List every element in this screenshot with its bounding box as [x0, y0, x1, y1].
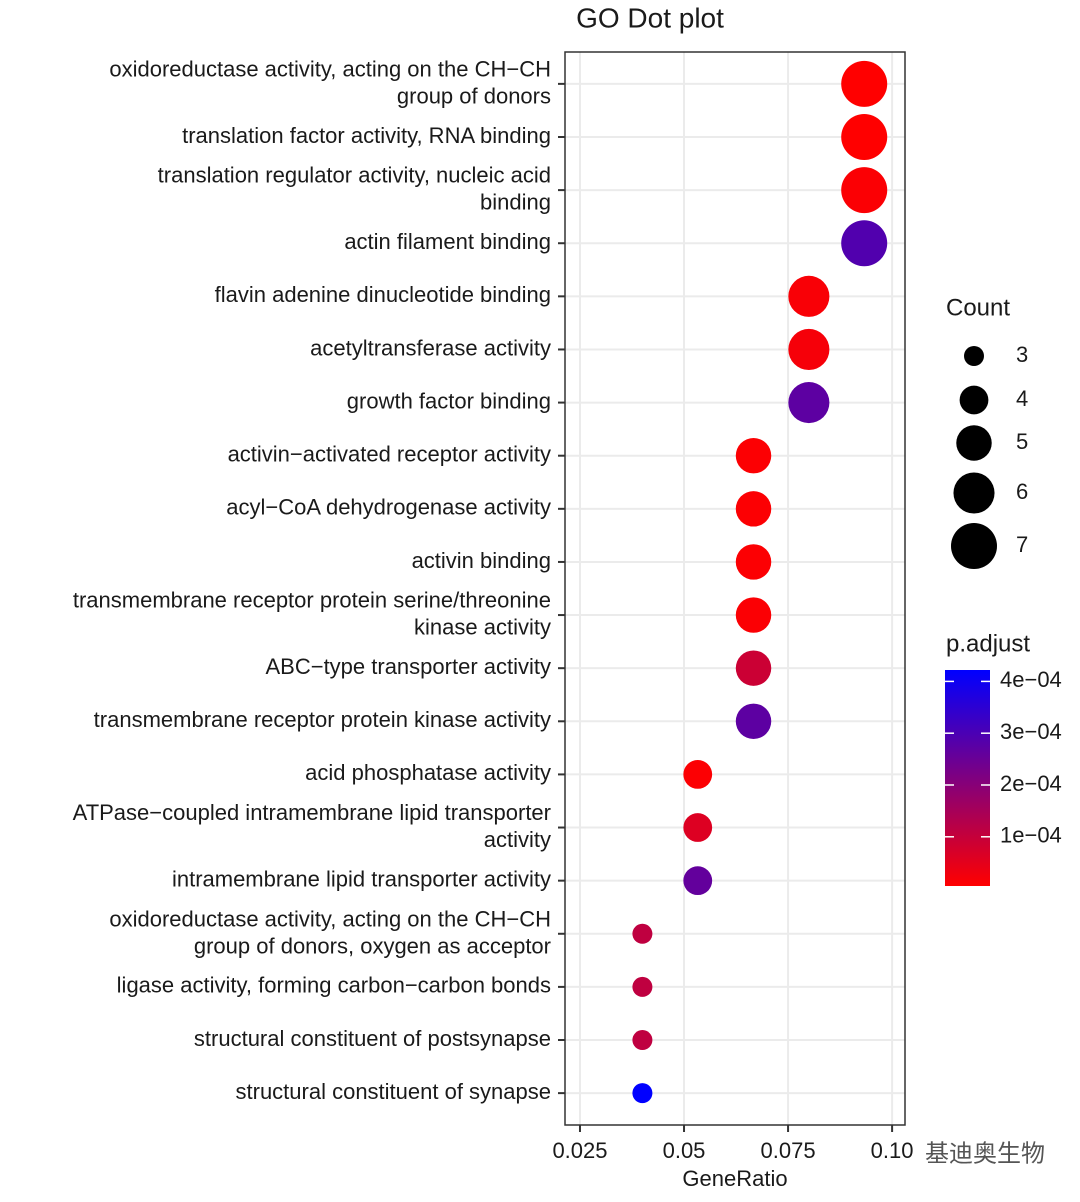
- dot: [841, 167, 888, 214]
- dot: [735, 703, 772, 740]
- watermark: 基迪奥生物: [925, 1140, 1045, 1167]
- size-legend-label: 6: [1016, 479, 1028, 504]
- y-tick-label: actin filament binding: [344, 229, 551, 254]
- dot: [735, 491, 772, 527]
- y-tick-label: oxidoreductase activity, acting on the C…: [109, 56, 551, 108]
- size-legend-key: [953, 472, 995, 514]
- plot-border: [564, 51, 906, 1126]
- dot: [841, 113, 888, 160]
- dot: [683, 813, 713, 842]
- y-tick-label: oxidoreductase activity, acting on the C…: [109, 906, 551, 958]
- y-tick-label: activin binding: [412, 548, 551, 573]
- size-legend-title: Count: [946, 294, 1010, 321]
- size-legend-key: [956, 425, 992, 461]
- x-tick-label: 0.05: [663, 1138, 706, 1163]
- y-tick-label: structural constituent of synapse: [236, 1079, 552, 1104]
- y-tick-label: translation factor activity, RNA binding: [182, 123, 551, 148]
- dot: [841, 60, 888, 107]
- size-legend-key: [964, 346, 984, 366]
- dot: [683, 760, 713, 789]
- y-tick-label: acyl−CoA dehydrogenase activity: [226, 495, 551, 520]
- dot: [735, 437, 772, 474]
- size-legend-label: 5: [1016, 429, 1028, 454]
- y-tick-label: activin−activated receptor activity: [228, 442, 551, 467]
- dot: [632, 1030, 653, 1051]
- chart-title: GO Dot plot: [576, 2, 724, 33]
- y-tick-label: translation regulator activity, nucleic …: [158, 162, 551, 214]
- y-tick-label: ATPase−coupled intramembrane lipid trans…: [73, 800, 551, 852]
- y-tick-label: ABC−type transporter activity: [265, 654, 551, 679]
- dot: [632, 976, 653, 997]
- dot: [841, 220, 888, 267]
- colorbar-label: 1e−04: [1000, 823, 1062, 848]
- colorbar-label: 3e−04: [1000, 719, 1062, 744]
- dot: [735, 544, 772, 580]
- size-legend-label: 3: [1016, 342, 1028, 367]
- dot: [632, 923, 653, 944]
- plot-background: [565, 52, 905, 1125]
- y-tick-label: ligase activity, forming carbon−carbon b…: [117, 973, 551, 998]
- y-tick-label: acid phosphatase activity: [305, 760, 551, 785]
- x-axis-label: GeneRatio: [682, 1166, 787, 1191]
- y-tick-label: intramembrane lipid transporter activity: [172, 866, 551, 891]
- colorbar-label: 2e−04: [1000, 771, 1062, 796]
- color-legend-title: p.adjust: [946, 630, 1030, 657]
- colorbar: [945, 670, 990, 886]
- y-tick-label: transmembrane receptor protein kinase ac…: [94, 707, 551, 732]
- size-legend-key: [951, 523, 997, 569]
- dot: [788, 382, 830, 424]
- y-tick-label: flavin adenine dinucleotide binding: [215, 282, 551, 307]
- x-tick-label: 0.10: [871, 1138, 914, 1163]
- y-tick-label: structural constituent of postsynapse: [194, 1026, 551, 1051]
- size-legend-label: 7: [1016, 532, 1028, 557]
- dot: [735, 597, 772, 633]
- dot: [788, 275, 830, 317]
- y-tick-label: transmembrane receptor protein serine/th…: [73, 587, 551, 639]
- x-tick-label: 0.025: [552, 1138, 607, 1163]
- size-legend-label: 4: [1016, 386, 1028, 411]
- dot: [788, 328, 830, 371]
- dot: [632, 1083, 653, 1104]
- dot: [683, 866, 713, 896]
- y-tick-label: acetyltransferase activity: [310, 335, 551, 360]
- y-tick-label: growth factor binding: [347, 388, 551, 413]
- dot: [735, 650, 772, 686]
- x-tick-label: 0.075: [761, 1138, 816, 1163]
- size-legend-key: [959, 385, 989, 415]
- colorbar-label: 4e−04: [1000, 667, 1062, 692]
